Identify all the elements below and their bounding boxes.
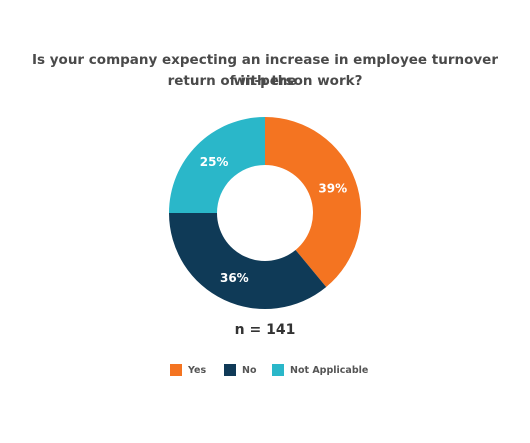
donut-slice-not-applicable <box>169 117 265 213</box>
slice-label-no: 36% <box>220 271 249 285</box>
legend-swatch-no <box>224 364 236 376</box>
sample-size-label: n = 141 <box>234 322 296 338</box>
legend-swatch-yes <box>170 364 182 376</box>
chart-title-line-1: Is your company expecting an increase in… <box>31 52 498 89</box>
chart-legend: Yes No Not Applicable <box>0 362 530 378</box>
slice-label-yes: 39% <box>318 182 347 196</box>
legend-label-yes: Yes <box>188 364 207 376</box>
legend-item-no: No <box>224 362 256 378</box>
slice-label-not-applicable: 25% <box>200 155 229 169</box>
legend-item-yes: Yes <box>170 362 206 378</box>
chart-title-line-2: return of in-person work? <box>167 73 363 89</box>
donut-slice-yes <box>265 117 361 287</box>
donut-slice-no <box>169 213 327 309</box>
legend-label-not-applicable: Not Applicable <box>290 364 369 376</box>
legend-item-not-applicable: Not Applicable <box>272 362 368 378</box>
legend-swatch-not-applicable <box>272 364 284 376</box>
legend-label-no: No <box>242 364 257 376</box>
